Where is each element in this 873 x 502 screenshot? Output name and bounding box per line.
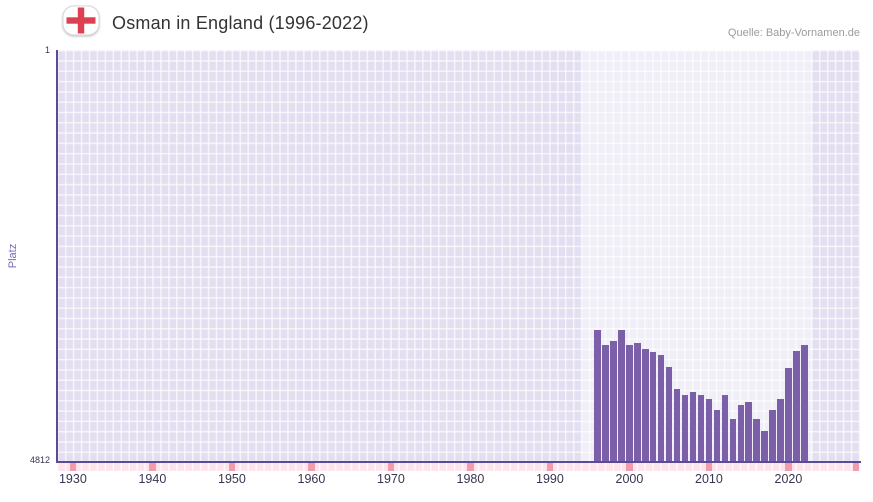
x-tick-label: 1960 <box>297 472 326 486</box>
strip-decade-marker <box>149 463 156 471</box>
bar-2014 <box>737 405 744 462</box>
source-label: Quelle: Baby-Vornamen.de <box>727 27 860 39</box>
bar-2003 <box>650 352 657 462</box>
strip-decade-marker <box>852 463 860 471</box>
x-tick-label: 1990 <box>536 472 564 486</box>
x-tick-labels: 1930 1940 1950 1960 1970 1980 1990 2000 2010 2020 <box>0 472 873 492</box>
bar-2007 <box>681 395 689 462</box>
bar-2022 <box>801 345 808 462</box>
plot-area <box>57 50 860 462</box>
bar-2001 <box>634 342 641 462</box>
bar-2009 <box>697 395 705 462</box>
y-tick-bottom: 4812 <box>29 455 50 465</box>
x-tick-label: 2000 <box>615 472 644 486</box>
strip-decade-marker <box>228 463 236 471</box>
bar-2015 <box>745 401 752 462</box>
strip-decade-marker <box>69 463 77 471</box>
chart-title: Osman in England (1996-2022) <box>112 13 369 33</box>
england-flag-icon <box>62 5 100 36</box>
bar-2002 <box>642 348 649 462</box>
x-tick-label: 1980 <box>456 472 485 486</box>
strip-decade-marker <box>387 463 395 471</box>
bar-2020 <box>785 368 792 462</box>
bar-1999 <box>618 329 625 462</box>
x-tick-label: 1940 <box>138 472 167 486</box>
bars-layer <box>57 50 860 462</box>
bar-2004 <box>658 354 665 462</box>
x-tick-label: 2010 <box>695 472 723 486</box>
y-axis-line <box>56 50 58 463</box>
strip-decade-marker <box>546 463 554 471</box>
bar-2016 <box>753 419 760 462</box>
bar-2019 <box>777 399 784 462</box>
strip-decade-marker <box>705 463 713 471</box>
strip-decade-marker <box>785 463 792 471</box>
bar-2005 <box>665 366 673 462</box>
strip-decade-marker <box>467 463 474 471</box>
strip-decade-marker <box>626 463 633 471</box>
bar-2021 <box>793 350 800 462</box>
bar-2011 <box>713 409 721 462</box>
bar-1997 <box>602 344 609 462</box>
x-tick-label: 1970 <box>377 472 405 486</box>
bar-2000 <box>626 345 633 462</box>
grid-overlay <box>57 50 860 462</box>
bar-2010 <box>705 399 713 462</box>
bar-2008 <box>689 391 697 462</box>
bar-2013 <box>729 419 736 462</box>
bar-2006 <box>673 389 681 462</box>
y-axis-label: Platz <box>7 243 19 269</box>
x-axis-strip <box>57 463 860 471</box>
x-tick-label: 1950 <box>218 472 246 486</box>
bar-2017 <box>761 431 768 462</box>
x-axis-line <box>56 461 861 463</box>
x-tick-label: 2020 <box>774 472 803 486</box>
bar-2018 <box>769 409 776 462</box>
x-tick-label: 1930 <box>58 472 87 486</box>
bar-1998 <box>610 341 617 462</box>
bar-1996 <box>594 329 601 462</box>
y-tick-top: 1 <box>44 45 50 55</box>
bar-2012 <box>721 395 729 462</box>
strip-decade-marker <box>308 463 315 471</box>
